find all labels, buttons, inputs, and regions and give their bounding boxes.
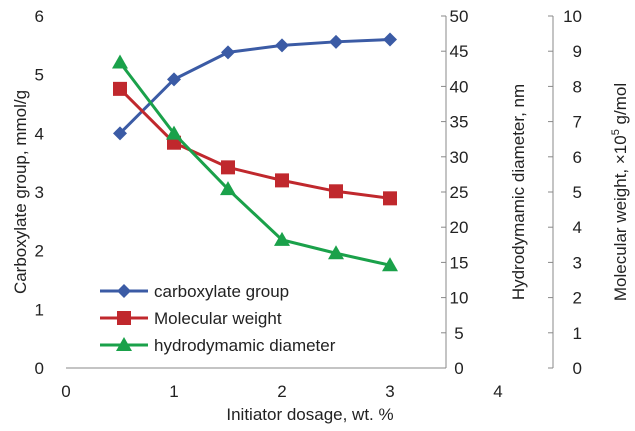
- x-axis-title: Initiator dosage, wt. %: [226, 405, 393, 424]
- right1-tick-label: 25: [450, 183, 469, 202]
- right2-axis-title: Molecular weight, ×105 g/mol: [610, 83, 630, 301]
- data-point-diamond: [167, 72, 181, 87]
- right2-tick-label: 1: [573, 324, 582, 343]
- data-point-square: [113, 81, 127, 96]
- right2-tick-label: 8: [573, 77, 582, 96]
- left-tick-label: 6: [35, 7, 44, 26]
- legend-marker-square: [117, 311, 131, 325]
- right1-tick-label: 10: [450, 289, 469, 308]
- left-tick-label: 4: [35, 124, 44, 143]
- data-point-diamond: [275, 38, 289, 53]
- right1-tick-group: 0 5 10 15 20 25 30 35 40 45 50: [441, 7, 468, 378]
- right1-tick-label: 50: [450, 7, 469, 26]
- right1-tick-label: 5: [454, 324, 463, 343]
- right2-tick-label: 9: [573, 42, 582, 61]
- right2-tick-label: 5: [573, 183, 582, 202]
- data-point-square: [383, 191, 397, 206]
- legend-item-hydrodynamic: hydrodymamic diameter: [100, 336, 336, 355]
- right2-axis-title-sup: 5: [610, 129, 622, 135]
- right2-tick-label: 4: [573, 218, 582, 237]
- right1-tick-label: 35: [450, 113, 469, 132]
- x-tick-label: 3: [385, 382, 394, 401]
- right2-axis-title-suffix: g/mol: [611, 83, 630, 129]
- legend-label-molecular-weight: Molecular weight: [154, 309, 282, 328]
- right1-tick-label: 40: [450, 77, 469, 96]
- legend-item-carboxylate: carboxylate group: [100, 282, 289, 301]
- left-tick-group: 0 1 2 3 4 5 6: [35, 7, 44, 378]
- left-tick-label: 2: [35, 242, 44, 261]
- right2-tick-label: 0: [573, 359, 582, 378]
- left-tick-label: 1: [35, 300, 44, 319]
- legend: carboxylate group Molecular weight hydro…: [100, 282, 336, 355]
- series-line-2: [118, 61, 391, 267]
- data-point-triangle: [220, 181, 236, 196]
- right2-tick-label: 10: [563, 7, 582, 26]
- right1-tick-label: 15: [450, 253, 469, 272]
- data-point-square: [275, 173, 289, 188]
- left-tick-label: 0: [35, 359, 44, 378]
- legend-marker-diamond: [117, 284, 131, 298]
- data-point-triangle: [274, 231, 290, 246]
- data-point-square: [221, 160, 235, 175]
- legend-label-carboxylate: carboxylate group: [154, 282, 289, 301]
- x-tick-label: 0: [61, 382, 70, 401]
- left-tick-label: 3: [35, 183, 44, 202]
- right1-tick-label: 30: [450, 148, 469, 167]
- right2-tick-label: 6: [573, 148, 582, 167]
- series-layer: [112, 32, 398, 272]
- data-point-triangle: [112, 54, 128, 69]
- legend-label-hydrodynamic: hydrodymamic diameter: [154, 336, 336, 355]
- x-tick-label: 2: [277, 382, 286, 401]
- left-tick-label: 5: [35, 66, 44, 85]
- right2-tick-label: 3: [573, 253, 582, 272]
- right2-tick-label: 2: [573, 289, 582, 308]
- data-point-diamond: [329, 34, 343, 49]
- right1-tick-label: 20: [450, 218, 469, 237]
- data-point-triangle: [382, 257, 398, 272]
- x-tick-label: 4: [493, 382, 502, 401]
- right1-tick-label: 45: [450, 42, 469, 61]
- right2-tick-label: 7: [573, 113, 582, 132]
- series-line-0: [118, 37, 391, 135]
- right2-axis-title-prefix: Molecular weight, ×10: [611, 135, 630, 301]
- series-line-1: [118, 87, 391, 200]
- legend-marker-triangle: [116, 337, 132, 351]
- right1-tick-label: 0: [454, 359, 463, 378]
- right1-axis-title: Hydrodymamic diameter, nm: [509, 84, 528, 300]
- data-point-triangle: [328, 245, 344, 260]
- legend-item-molecular-weight: Molecular weight: [100, 309, 282, 328]
- x-tick-group: 0 1 2 3 4: [61, 382, 502, 401]
- data-point-triangle: [166, 125, 182, 140]
- data-point-diamond: [383, 32, 397, 47]
- data-point-diamond: [113, 126, 127, 141]
- axis-lines: [66, 16, 554, 369]
- data-point-square: [329, 184, 343, 199]
- left-axis-title: Carboxylate group, mmol/g: [11, 90, 30, 294]
- data-point-diamond: [221, 45, 235, 60]
- x-tick-label: 1: [169, 382, 178, 401]
- right2-tick-group: 0 1 2 3 4 5 6 7 8 9 10: [548, 7, 582, 378]
